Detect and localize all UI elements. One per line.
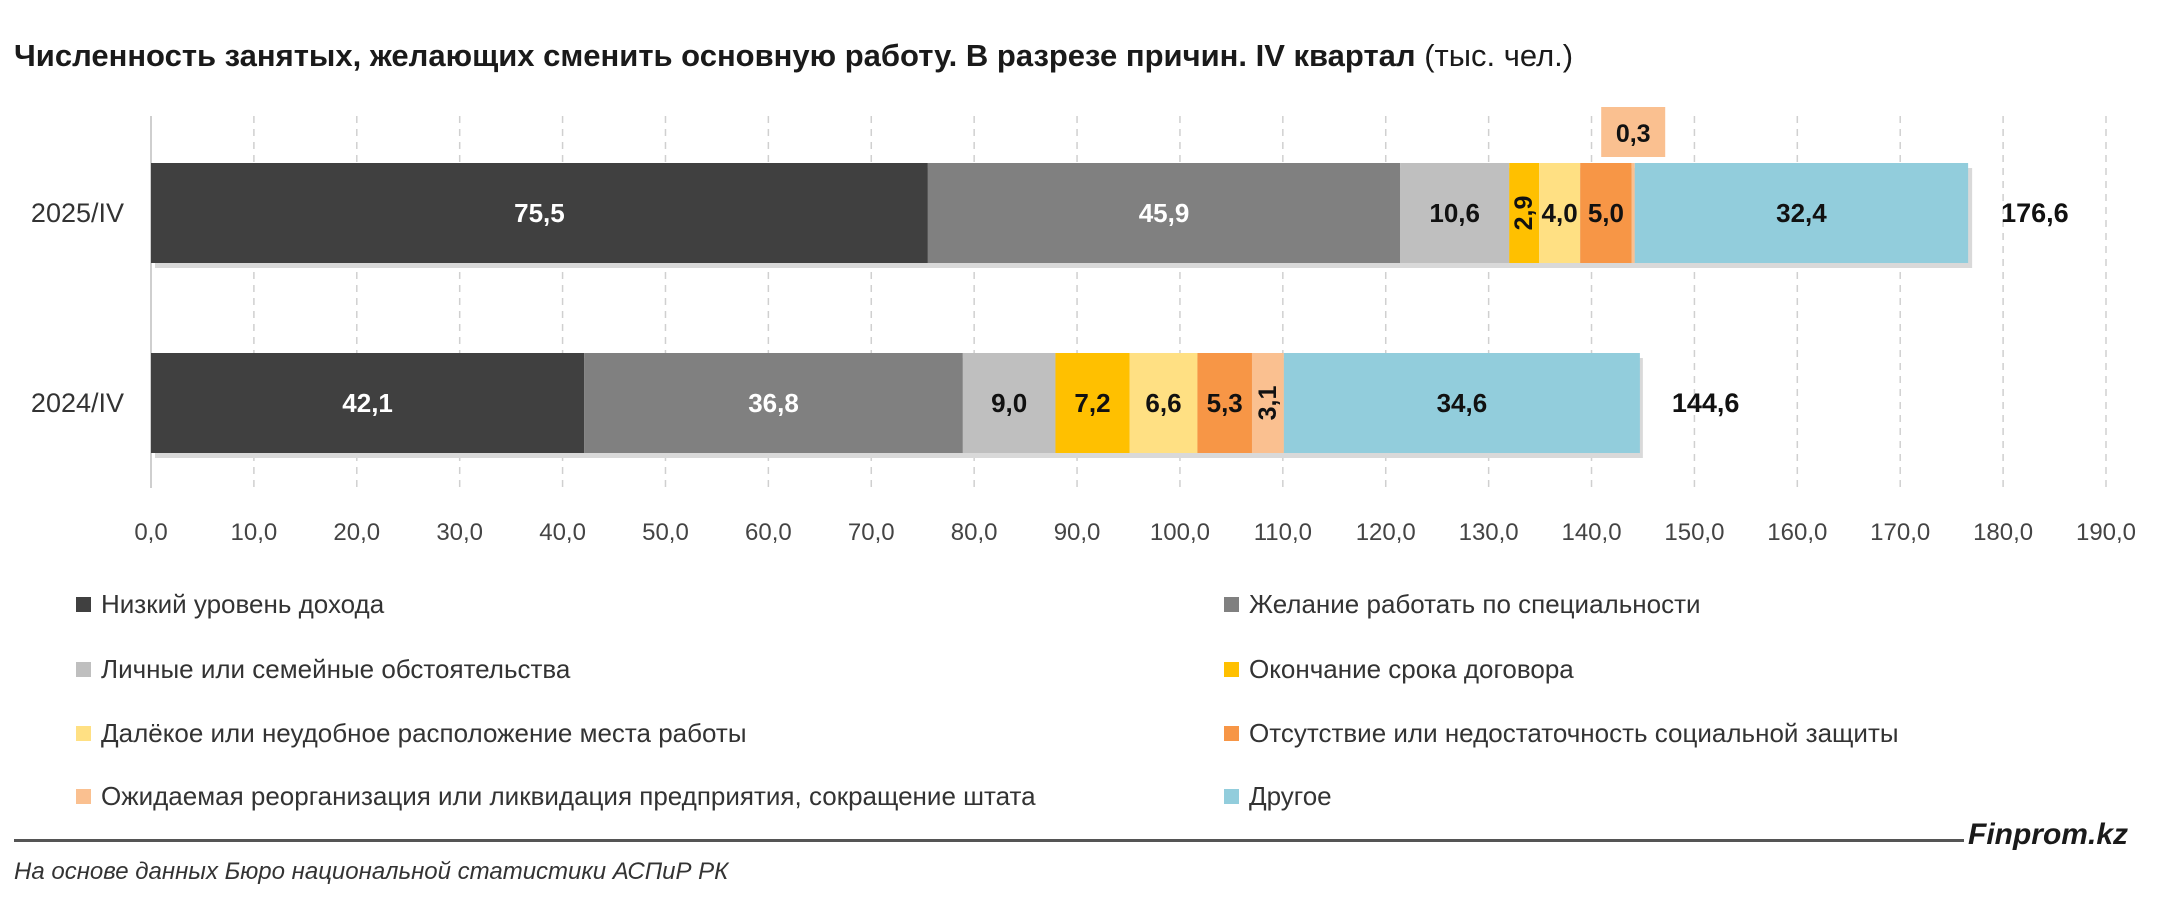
source-note: На основе данных Бюро национальной стати…: [14, 858, 729, 885]
bar-segment: [1539, 163, 1581, 263]
data-label: 0,3: [1616, 120, 1651, 148]
bar-segment: [584, 353, 963, 453]
data-label: 5,3: [1207, 388, 1243, 418]
total-label: 176,6: [2001, 198, 2069, 228]
bar-segment: [1055, 353, 1130, 453]
data-label: 45,9: [1139, 198, 1190, 228]
x-tick-label: 0,0: [134, 519, 167, 546]
bar-segment: [1631, 163, 1635, 263]
x-tick-label: 140,0: [1561, 519, 1621, 546]
data-label: 10,6: [1429, 198, 1480, 228]
bar-segment: [1251, 353, 1284, 453]
chart-title-unit: (тыс. чел.): [1424, 38, 1574, 73]
bar-segment: [927, 163, 1401, 263]
x-tick-label: 190,0: [2076, 519, 2136, 546]
data-label: 7,2: [1074, 388, 1110, 418]
data-label-callout: [1601, 107, 1666, 157]
total-label: 144,6: [1672, 388, 1740, 418]
x-tick-label: 100,0: [1150, 519, 1210, 546]
bar-segment: [1580, 163, 1632, 263]
x-tick-label: 60,0: [745, 519, 792, 546]
x-tick-label: 80,0: [951, 519, 998, 546]
x-tick-label: 120,0: [1356, 519, 1416, 546]
data-label: 4,0: [1542, 198, 1578, 228]
chart-title: Численность занятых, желающих сменить ос…: [14, 38, 1573, 74]
x-tick-label: 170,0: [1870, 519, 1930, 546]
data-label: 2,9: [1510, 196, 1538, 231]
data-label: 75,5: [514, 198, 565, 228]
data-label: 32,4: [1776, 198, 1827, 228]
x-tick-label: 130,0: [1459, 519, 1519, 546]
bar-segment: [1197, 353, 1252, 453]
bar-segment: [1634, 163, 1969, 263]
x-tick-label: 30,0: [436, 519, 483, 546]
x-tick-label: 70,0: [848, 519, 895, 546]
data-label: 6,6: [1145, 388, 1181, 418]
category-label: 2024/IV: [31, 388, 124, 418]
bar-segment: [1129, 353, 1198, 453]
x-tick-label: 40,0: [539, 519, 586, 546]
x-tick-label: 10,0: [231, 519, 278, 546]
footer-divider: [14, 839, 1964, 842]
x-tick-label: 50,0: [642, 519, 689, 546]
data-label: 42,1: [342, 388, 393, 418]
bar-segment: [1509, 163, 1540, 263]
data-label: 9,0: [991, 388, 1027, 418]
data-label: 36,8: [748, 388, 799, 418]
bar-segment: [1283, 353, 1640, 453]
x-tick-label: 20,0: [333, 519, 380, 546]
bar-segment: [962, 353, 1056, 453]
category-label: 2025/IV: [31, 198, 124, 228]
x-tick-label: 180,0: [1973, 519, 2033, 546]
chart-title-main: Численность занятых, желающих сменить ос…: [14, 38, 1416, 73]
bar-segment: [151, 353, 585, 453]
brand-logo-text: Finprom.kz: [1968, 818, 2129, 851]
data-label: 34,6: [1437, 388, 1488, 418]
data-label: 3,1: [1254, 386, 1282, 421]
x-tick-label: 90,0: [1054, 519, 1101, 546]
bar-segment: [151, 163, 928, 263]
bar-segment: [1400, 163, 1510, 263]
x-tick-label: 160,0: [1767, 519, 1827, 546]
x-tick-label: 110,0: [1254, 519, 1312, 546]
data-label: 5,0: [1588, 198, 1624, 228]
x-tick-label: 150,0: [1664, 519, 1724, 546]
